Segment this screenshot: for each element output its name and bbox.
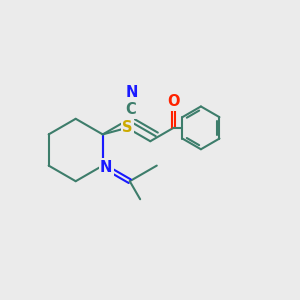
Text: O: O	[167, 94, 180, 110]
Text: S: S	[122, 120, 132, 135]
Text: N: N	[126, 85, 138, 100]
Text: N: N	[100, 160, 112, 175]
Text: C: C	[125, 103, 136, 118]
